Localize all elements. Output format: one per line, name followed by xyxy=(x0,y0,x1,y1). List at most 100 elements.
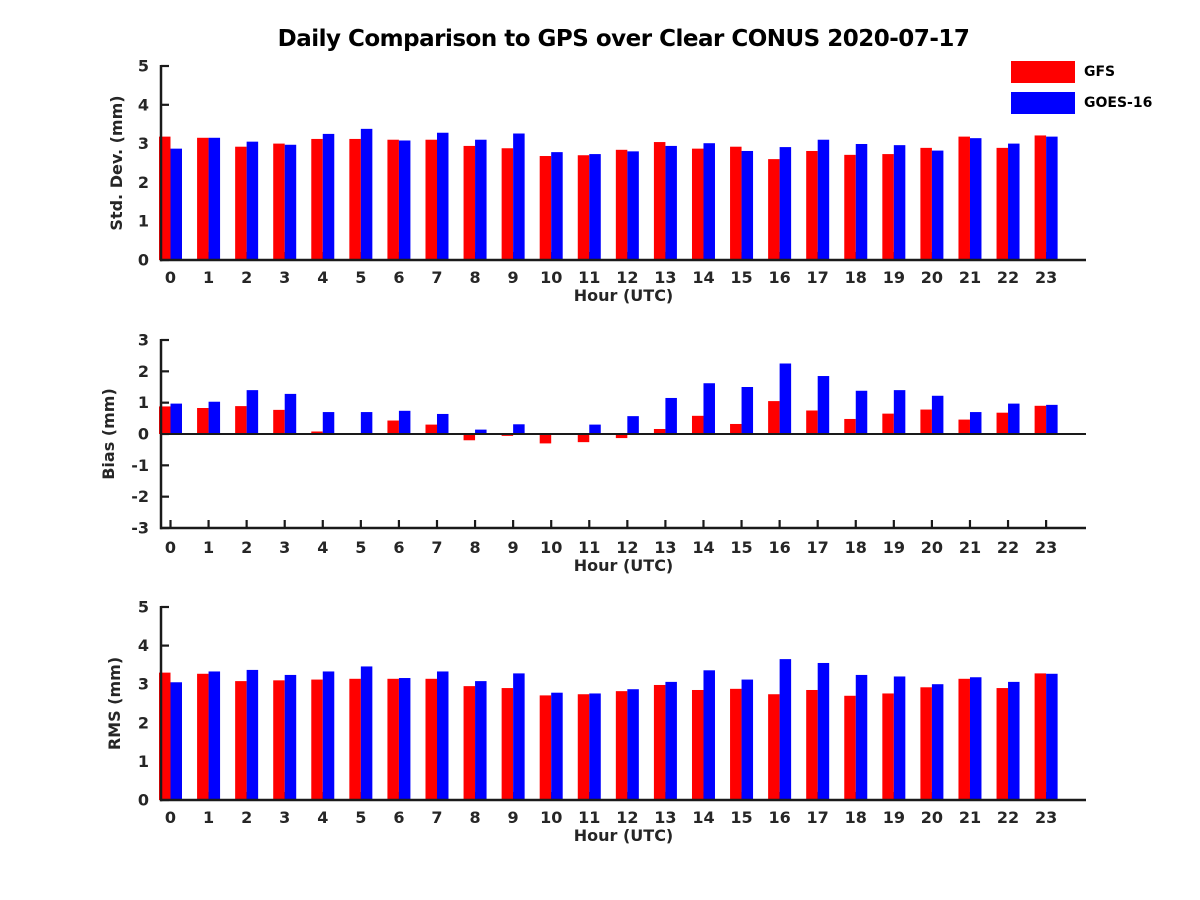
bias-bar-gfs-h11 xyxy=(577,434,590,443)
bias-y-tick-label: 2 xyxy=(138,362,149,381)
bias-bar-goes16-h23 xyxy=(1046,404,1058,434)
rms-y-tick-label: 3 xyxy=(138,675,149,694)
rms-bar-goes16-h19 xyxy=(893,676,906,800)
bias-bar-goes16-h20 xyxy=(931,395,944,434)
bias-bar-gfs-h3 xyxy=(273,409,285,434)
bias-bar-goes16-h11 xyxy=(589,424,601,434)
rms-bar-goes16-h0 xyxy=(170,682,182,800)
bias-bar-gfs-h4 xyxy=(311,431,323,434)
std-dev-x-tick-label: 10 xyxy=(540,268,562,287)
std-dev-bar-goes16-h23 xyxy=(1046,136,1058,260)
bias-x-tick-label: 21 xyxy=(959,538,981,557)
std-dev-bar-gfs-h12 xyxy=(615,149,628,260)
rms-bar-goes16-h3 xyxy=(284,674,297,800)
rms-x-tick-label: 10 xyxy=(540,808,562,827)
bias-bar-gfs-h18 xyxy=(844,418,856,434)
std-dev-bar-goes16-h17 xyxy=(817,139,830,260)
rms-bar-gfs-h1 xyxy=(197,673,209,800)
std-dev-y-tick-label: 1 xyxy=(138,212,149,231)
std-dev-x-tick-label: 18 xyxy=(845,268,867,287)
rms-x-tick-label: 17 xyxy=(807,808,829,827)
std-dev-bar-gfs-h23 xyxy=(1034,135,1047,260)
bias-bar-gfs-h16 xyxy=(768,401,780,434)
bias-x-tick-label: 16 xyxy=(768,538,790,557)
std-dev-bar-goes16-h20 xyxy=(931,150,944,260)
std-dev-bar-goes16-h14 xyxy=(703,143,715,260)
bias-bar-goes16-h15 xyxy=(741,387,754,434)
rms-x-tick-label: 1 xyxy=(203,808,214,827)
rms-bar-gfs-h12 xyxy=(615,691,628,800)
rms-bar-gfs-h14 xyxy=(691,689,704,800)
std-dev-bar-gfs-h19 xyxy=(882,154,894,260)
rms-bar-gfs-h20 xyxy=(920,687,932,800)
bias-bar-goes16-h13 xyxy=(665,397,677,434)
std-dev-bar-goes16-h6 xyxy=(398,140,411,260)
std-dev-x-tick-label: 11 xyxy=(578,268,600,287)
bias-bar-goes16-h12 xyxy=(627,416,639,434)
rms-bar-goes16-h2 xyxy=(246,669,259,800)
bias-bar-goes16-h4 xyxy=(322,412,335,434)
std-dev-x-tick-label: 22 xyxy=(997,268,1019,287)
bias-bar-gfs-h15 xyxy=(730,423,742,434)
std-dev-bar-gfs-h2 xyxy=(235,146,247,260)
std-dev-bar-gfs-h9 xyxy=(501,148,514,260)
std-dev-x-tick-label: 5 xyxy=(355,268,366,287)
std-dev-bar-goes16-h7 xyxy=(436,132,449,260)
bias-x-tick-label: 14 xyxy=(692,538,714,557)
bias-x-tick-label: 11 xyxy=(578,538,600,557)
bias-y-tick-label: 3 xyxy=(138,331,149,350)
bias-x-axis-label: Hour (UTC) xyxy=(574,556,674,575)
bias-bar-gfs-h12 xyxy=(615,434,628,439)
std-dev-x-tick-label: 17 xyxy=(807,268,829,287)
rms-x-tick-label: 16 xyxy=(768,808,790,827)
legend-swatch-goes16 xyxy=(1011,92,1075,114)
bias-x-tick-label: 17 xyxy=(807,538,829,557)
rms-x-tick-label: 4 xyxy=(317,808,328,827)
bias-x-tick-label: 18 xyxy=(845,538,867,557)
bias-bar-goes16-h2 xyxy=(246,390,259,434)
std-dev-bar-goes16-h0 xyxy=(170,148,182,260)
std-dev-bar-goes16-h9 xyxy=(513,133,525,260)
rms-bar-goes16-h6 xyxy=(398,678,411,800)
bias-bar-gfs-h10 xyxy=(539,434,552,444)
bias-y-tick-label: -1 xyxy=(131,456,149,475)
std-dev-bar-gfs-h13 xyxy=(653,142,666,260)
rms-bar-goes16-h14 xyxy=(703,670,715,800)
std-dev-bar-gfs-h0 xyxy=(159,136,171,260)
std-dev-x-tick-label: 1 xyxy=(203,268,214,287)
bias-x-tick-label: 0 xyxy=(165,538,176,557)
std-dev-bar-gfs-h8 xyxy=(463,145,476,260)
legend: GFS GOES-16 xyxy=(1011,61,1152,114)
rms-y-tick-label: 1 xyxy=(138,752,149,771)
bias-bar-goes16-h3 xyxy=(284,393,297,434)
bias-bar-goes16-h5 xyxy=(360,412,373,434)
rms-bar-gfs-h6 xyxy=(387,678,399,800)
bias-bar-goes16-h6 xyxy=(398,410,411,434)
rms-x-tick-label: 14 xyxy=(692,808,714,827)
std-dev-bar-gfs-h11 xyxy=(577,155,590,260)
std-dev-bar-gfs-h1 xyxy=(197,137,209,260)
bias-x-tick-label: 8 xyxy=(469,538,480,557)
rms-x-tick-label: 5 xyxy=(355,808,366,827)
bias-y-tick-label: 0 xyxy=(138,425,149,444)
std-dev-x-tick-label: 6 xyxy=(393,268,404,287)
bias-bar-goes16-h16 xyxy=(779,363,792,434)
rms-bar-gfs-h7 xyxy=(425,678,437,800)
bias-x-tick-label: 7 xyxy=(431,538,442,557)
legend-label-goes16: GOES-16 xyxy=(1084,95,1153,111)
legend-swatch-gfs xyxy=(1011,61,1075,83)
std-dev-x-tick-label: 19 xyxy=(883,268,905,287)
rms-bar-goes16-h11 xyxy=(589,693,601,800)
std-dev-bar-goes16-h1 xyxy=(208,137,221,260)
rms-bar-gfs-h17 xyxy=(806,689,818,800)
bias-bar-gfs-h20 xyxy=(920,409,932,434)
std-dev-x-tick-label: 12 xyxy=(616,268,638,287)
bias-y-axis-label: Bias (mm) xyxy=(99,388,118,480)
bias-bar-goes16-h7 xyxy=(436,413,449,434)
bias-x-tick-label: 19 xyxy=(883,538,905,557)
bias-bar-gfs-h19 xyxy=(882,413,894,434)
bias-bar-gfs-h22 xyxy=(996,412,1009,434)
rms-bar-goes16-h9 xyxy=(513,673,525,800)
rms-bar-goes16-h17 xyxy=(817,662,830,800)
std-dev-y-tick-label: 3 xyxy=(138,134,149,153)
